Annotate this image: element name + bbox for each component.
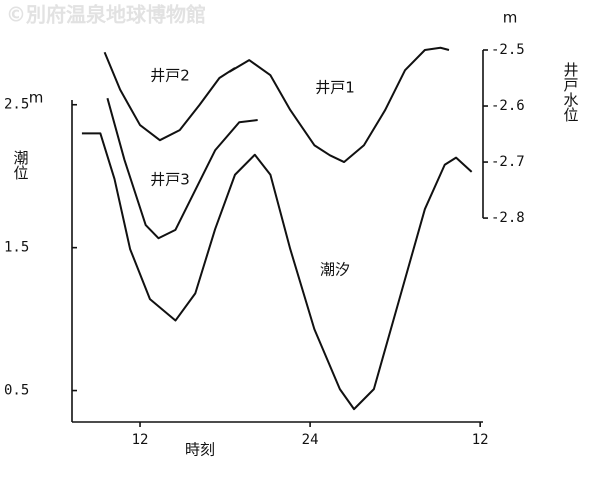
- y-axis-unit: m: [29, 89, 44, 107]
- y2-axis-unit: m: [503, 9, 518, 27]
- y2-tick-label: -2.7: [491, 154, 525, 170]
- series-line: [103, 51, 236, 142]
- x-tick-label: 12: [132, 432, 149, 448]
- watermark: ©別府温泉地球博物館: [6, 3, 206, 27]
- series-line: [228, 46, 450, 164]
- y2-axis-label: 井戸水位: [562, 62, 580, 122]
- x-tick-label: 24: [302, 432, 319, 448]
- y-tick-label: 1.5: [4, 240, 29, 256]
- y-tick-label: 0.5: [4, 383, 29, 399]
- series-label: 潮汐: [320, 261, 350, 279]
- x-axis-label: 時刻: [185, 441, 215, 459]
- series-label: 井戸3: [150, 171, 190, 189]
- series-label: 井戸1: [315, 79, 355, 97]
- series-label: 井戸2: [150, 67, 190, 85]
- series-line: [106, 97, 258, 240]
- series-line: [81, 132, 473, 411]
- y2-tick-label: -2.5: [491, 42, 525, 58]
- y2-tick-label: -2.8: [491, 210, 525, 226]
- y2-tick-label: -2.6: [491, 98, 525, 114]
- y-axis-label: 潮位: [12, 150, 30, 180]
- x-tick-label: 12: [472, 432, 489, 448]
- y-tick-label: 2.5: [4, 97, 29, 113]
